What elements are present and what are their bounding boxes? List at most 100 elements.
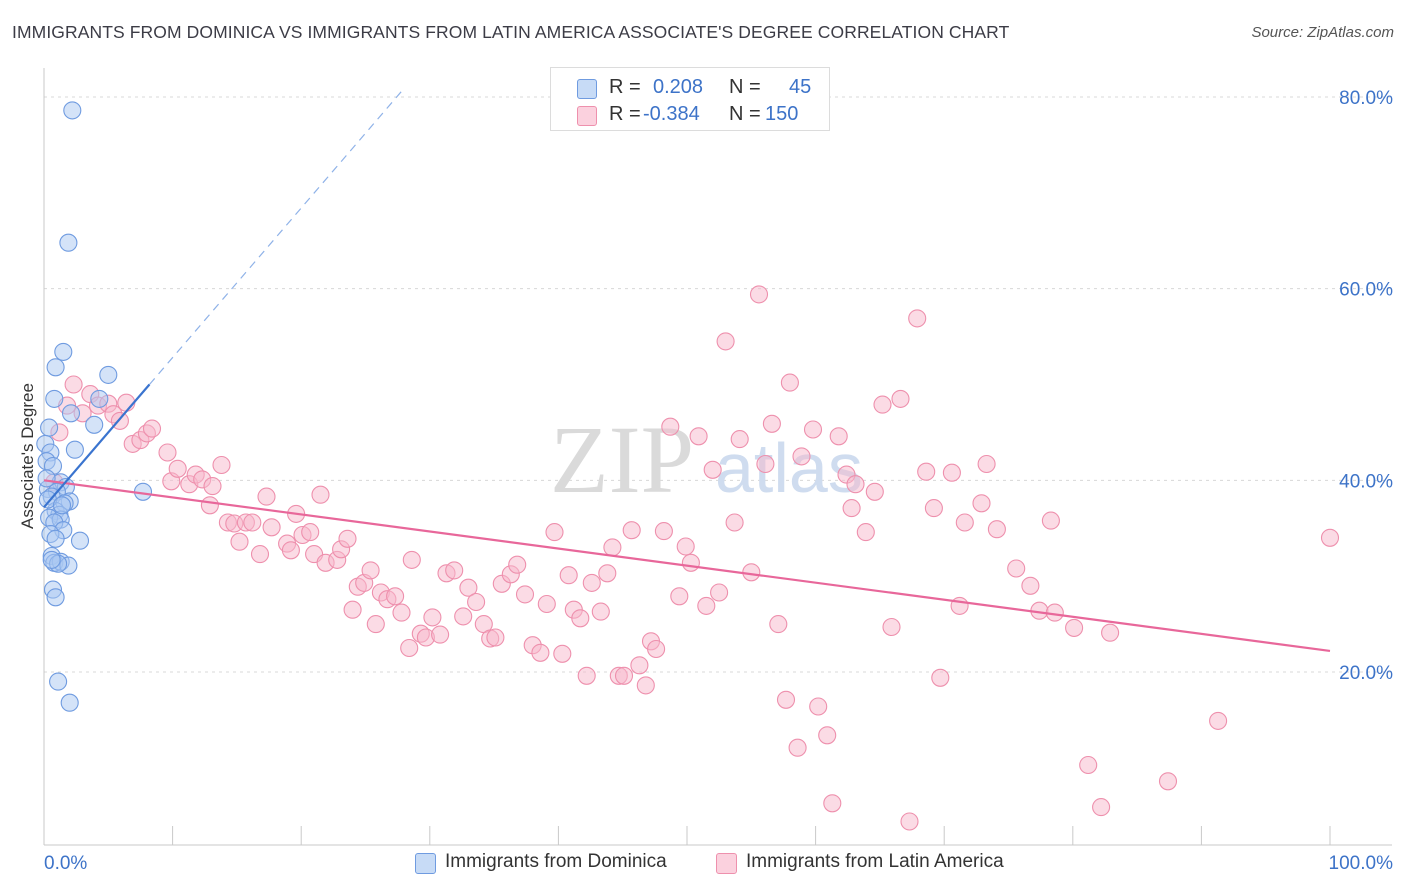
point-latin-america — [818, 726, 837, 745]
point-latin-america — [654, 522, 673, 541]
point-latin-america — [423, 608, 442, 627]
y-tick-label: 60.0% — [1339, 280, 1393, 301]
tick-labels: 20.0% 40.0% 60.0% 80.0% 0.0% 100.0% — [44, 88, 1393, 874]
point-dominica — [49, 672, 68, 691]
point-latin-america — [882, 617, 901, 637]
point-latin-america — [515, 585, 535, 604]
point-dominica — [46, 588, 65, 607]
point-latin-america — [311, 485, 330, 504]
point-latin-america — [158, 443, 177, 462]
point-latin-america — [459, 578, 478, 597]
y-tick-label: 20.0% — [1339, 663, 1393, 684]
point-latin-america — [703, 460, 722, 479]
point-latin-america — [788, 738, 807, 757]
trendlines — [43, 87, 1331, 653]
point-dominica — [85, 415, 104, 434]
point-latin-america — [545, 523, 564, 542]
point-latin-america — [823, 794, 842, 813]
r-label: R = — [609, 76, 641, 98]
point-latin-america — [1079, 755, 1098, 775]
point-latin-america — [809, 697, 828, 716]
point-latin-america — [900, 812, 919, 831]
point-latin-america — [676, 537, 695, 556]
trendline-dominica-extension — [148, 87, 405, 385]
point-latin-america — [955, 513, 974, 532]
point-latin-america — [891, 389, 910, 408]
point-latin-america — [689, 427, 708, 446]
point-dominica — [63, 101, 82, 120]
r-value: 0.208 — [653, 76, 704, 98]
point-latin-america — [203, 477, 222, 496]
point-latin-america — [262, 518, 281, 537]
point-latin-america — [780, 373, 799, 392]
point-dominica — [60, 693, 79, 712]
point-latin-america — [168, 459, 187, 478]
point-dominica — [40, 418, 59, 437]
point-latin-america — [1101, 623, 1120, 642]
point-latin-america — [725, 513, 744, 532]
point-latin-america — [846, 475, 865, 494]
point-latin-america — [614, 666, 634, 685]
point-latin-america — [243, 513, 262, 532]
point-latin-america — [842, 499, 861, 518]
point-latin-america — [942, 463, 961, 482]
point-latin-america — [776, 690, 796, 709]
point-latin-america — [792, 447, 811, 466]
swatch-dominica — [577, 79, 597, 99]
point-latin-america — [603, 538, 622, 557]
point-latin-america — [250, 545, 270, 564]
x-tick-label: 0.0% — [44, 853, 87, 874]
n-value: 150 — [765, 103, 799, 125]
y-axis-title: Associate's Degree — [18, 383, 37, 529]
point-latin-america — [1041, 511, 1060, 530]
point-latin-america — [972, 494, 991, 513]
point-latin-america — [338, 529, 357, 548]
point-latin-america — [343, 600, 362, 619]
point-latin-america — [553, 644, 572, 663]
point-latin-america — [716, 332, 735, 351]
legend-row-latin-america: R = -0.384 N = 150 — [551, 103, 829, 129]
legend-row-dominica: R = 0.208 N = 45 — [551, 76, 829, 102]
point-latin-america — [681, 553, 700, 572]
data-points — [36, 101, 1340, 831]
point-latin-america — [212, 455, 231, 475]
point-latin-america — [582, 573, 601, 592]
point-latin-america — [230, 532, 249, 551]
point-dominica — [46, 529, 65, 548]
point-latin-america — [661, 417, 680, 436]
point-latin-america — [931, 668, 950, 687]
trendline-latin-america — [43, 479, 1331, 653]
point-latin-america — [710, 583, 729, 602]
point-latin-america — [803, 420, 823, 439]
point-latin-america — [856, 523, 875, 542]
swatch-dominica — [415, 853, 436, 874]
point-latin-america — [386, 587, 405, 606]
point-latin-america — [1158, 772, 1178, 791]
point-dominica — [99, 365, 118, 384]
point-latin-america — [829, 427, 848, 446]
point-latin-america — [445, 561, 464, 580]
point-dominica — [70, 531, 90, 550]
point-latin-america — [769, 615, 788, 634]
point-latin-america — [762, 414, 781, 433]
point-dominica — [59, 233, 78, 252]
point-latin-america — [577, 666, 596, 685]
point-latin-america — [697, 596, 716, 615]
y-tick-label: 80.0% — [1339, 88, 1393, 109]
point-latin-america — [924, 499, 943, 518]
point-dominica — [54, 342, 73, 361]
n-label: N = — [729, 103, 761, 125]
point-latin-america — [467, 592, 486, 612]
n-value: 45 — [789, 76, 812, 98]
point-latin-america — [200, 496, 219, 515]
point-latin-america — [622, 521, 641, 540]
point-latin-america — [591, 602, 610, 621]
x-tick-label: 100.0% — [1329, 853, 1394, 874]
point-dominica — [65, 440, 84, 459]
point-latin-america — [281, 541, 300, 560]
point-latin-america — [730, 430, 749, 449]
point-latin-america — [392, 603, 411, 622]
point-latin-america — [749, 285, 769, 304]
point-dominica — [61, 404, 81, 423]
